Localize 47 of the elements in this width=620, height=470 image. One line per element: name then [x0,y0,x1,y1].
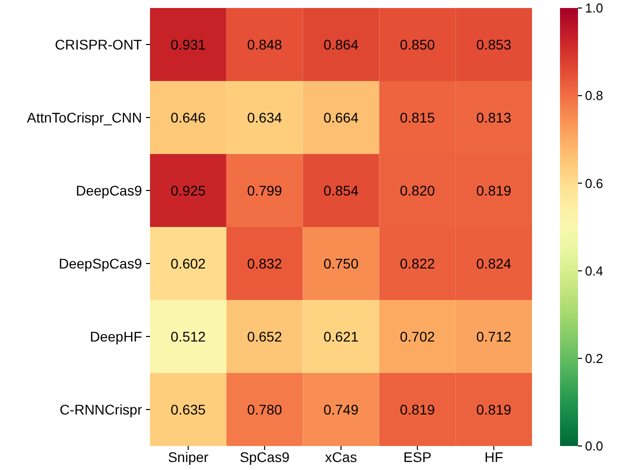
y-tick-label: DeepCas9 [76,182,142,198]
y-tick-label: DeepSpCas9 [58,255,142,272]
data-label: 0.854 [323,182,359,198]
data-label: 0.931 [170,36,206,52]
data-label: 0.635 [170,401,206,418]
data-label: 0.864 [323,36,359,52]
data-label: 0.664 [323,109,359,126]
data-label: 0.824 [476,255,512,272]
color-bar-label: 0.0 [585,438,604,454]
x-tick-label: SpCas9 [240,449,290,465]
x-tick-label: xCas [325,449,357,465]
data-label: 0.750 [323,255,359,272]
data-label: 0.712 [476,328,512,344]
color-bar-label: 0.4 [585,263,604,278]
y-tick-label: AttnToCrispr_CNN [26,109,142,126]
data-label: 0.813 [476,109,512,126]
y-tick-label: C-RNNCrispr [60,401,142,418]
data-label: 0.819 [476,401,512,418]
y-tick-label: CRISPR-ONT [54,36,142,52]
data-label: 0.799 [247,182,282,198]
data-label: 0.512 [170,328,206,344]
x-tick-label: Sniper [168,449,209,465]
data-label: 0.819 [400,401,436,418]
data-label: 0.702 [400,328,436,344]
data-label: 0.832 [247,255,282,272]
data-label: 0.652 [247,328,282,344]
x-tick-label: ESP [403,449,432,465]
data-label: 0.749 [323,401,359,418]
data-label: 0.646 [170,109,206,126]
y-tick-label: DeepHF [90,328,142,344]
data-label: 0.850 [400,36,436,52]
data-label: 0.819 [476,182,512,198]
data-label: 0.848 [247,36,282,52]
data-label: 0.602 [170,255,206,272]
data-label: 0.780 [247,401,282,418]
data-label: 0.815 [400,109,436,126]
data-label: 0.822 [400,255,436,272]
color-bar-label: 0.8 [585,88,604,104]
data-label: 0.925 [170,182,206,198]
color-bar-label: 1.0 [585,0,604,16]
data-label: 0.621 [323,328,359,344]
data-label: 0.634 [247,109,282,126]
data-label: 0.853 [476,36,512,52]
color-bar-label: 0.6 [585,176,604,191]
color-bar-label: 0.2 [585,350,604,366]
x-tick-label: HF [484,449,504,465]
data-label: 0.820 [400,182,436,198]
